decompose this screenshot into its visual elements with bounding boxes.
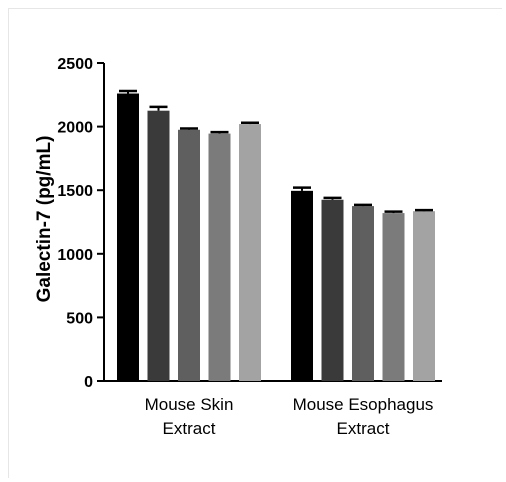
y-tick-label: 2500 [57, 56, 93, 73]
x-category-label-line: Mouse Esophagus [293, 395, 434, 414]
bar [291, 190, 313, 381]
y-axis-title: Galectin-7 (pg/mL) [34, 136, 55, 303]
x-category-label-line: Extract [163, 419, 216, 438]
y-tick-label: 2000 [57, 120, 93, 137]
y-tick-label: 0 [84, 374, 93, 391]
bar [208, 133, 231, 381]
bar [382, 213, 405, 381]
x-category-label-line: Mouse Skin [145, 395, 234, 414]
chart-frame [8, 8, 502, 478]
x-category-label: Mouse Esophagus Extract [293, 395, 434, 438]
bar [117, 93, 139, 381]
bar [413, 211, 435, 381]
y-tick-label: 500 [66, 310, 93, 327]
x-labels: Mouse Skin Extract Mouse Esophagus Extract [145, 395, 434, 438]
bar [239, 124, 261, 381]
bar [352, 206, 374, 381]
y-tick-label: 1500 [57, 183, 93, 200]
bar [147, 110, 170, 381]
bar [178, 129, 200, 381]
y-ticks: 0 500 1000 1500 2000 2500 [57, 56, 104, 391]
bars [117, 89, 435, 381]
bar [321, 199, 344, 381]
x-category-label-line: Extract [337, 419, 390, 438]
x-category-label: Mouse Skin Extract [145, 395, 234, 438]
y-tick-label: 1000 [57, 247, 93, 264]
